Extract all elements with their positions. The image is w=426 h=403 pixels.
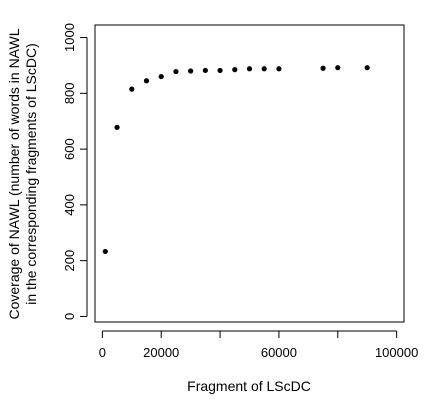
y-tick-label: 400 xyxy=(62,194,77,216)
data-point xyxy=(276,66,282,72)
data-point xyxy=(320,65,326,71)
data-point xyxy=(232,67,238,73)
data-point xyxy=(188,68,194,74)
data-point xyxy=(335,65,341,71)
data-point xyxy=(217,67,223,74)
y-axis-title: Coverage of NAWL (number of words in NAW… xyxy=(6,28,39,319)
y-tick-label: 200 xyxy=(62,250,77,272)
data-point xyxy=(202,67,208,74)
y-axis-title-line-2: in the corresponding fragments of LScDC) xyxy=(23,43,39,304)
x-tick-label: 0 xyxy=(99,345,106,360)
data-point xyxy=(102,248,108,255)
data-point xyxy=(158,73,164,80)
y-axis-title-line-1: Coverage of NAWL (number of words in NAW… xyxy=(6,28,22,319)
data-points xyxy=(102,65,370,255)
data-point xyxy=(143,78,150,84)
x-axis-title: Fragment of LScDC xyxy=(187,378,311,394)
y-tick-label: 0 xyxy=(62,313,77,320)
data-point xyxy=(246,66,253,72)
data-point xyxy=(261,66,267,72)
x-tick-label: 20000 xyxy=(143,345,179,360)
y-tick-label: 1000 xyxy=(62,23,77,52)
data-point xyxy=(129,86,135,92)
y-axis: 0 200 400 600 800 1000 xyxy=(62,23,88,320)
y-tick-label: 800 xyxy=(62,82,77,104)
x-tick-label: 100000 xyxy=(375,345,418,360)
plot-frame xyxy=(94,24,405,323)
y-tick-label: 600 xyxy=(62,138,77,160)
data-point xyxy=(114,124,120,130)
x-axis: 0 20000 60000 100000 xyxy=(99,330,418,360)
data-point xyxy=(364,65,370,71)
x-tick-label: 60000 xyxy=(261,345,297,360)
data-point xyxy=(173,68,179,75)
